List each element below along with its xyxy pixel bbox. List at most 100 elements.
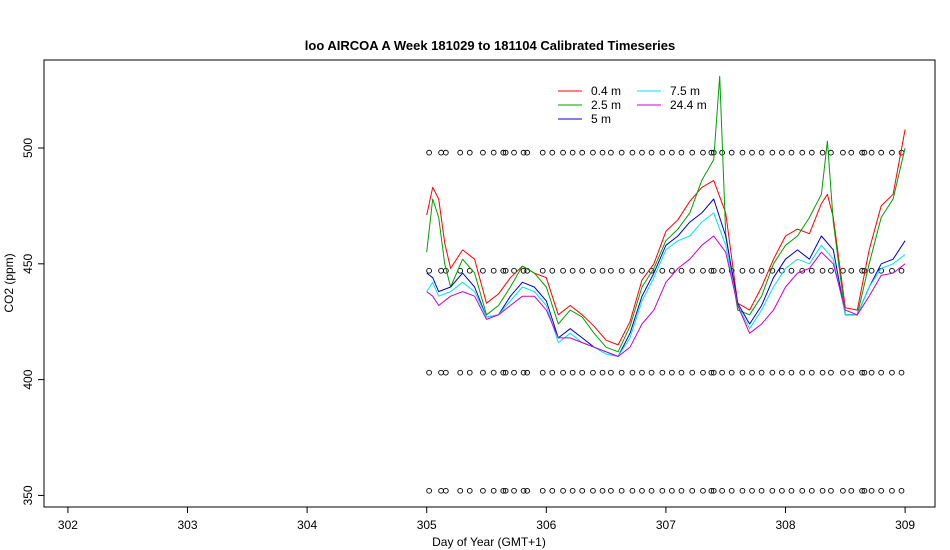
calibration-marker: [539, 369, 546, 376]
calibration-marker: [898, 267, 905, 274]
calibration-marker: [861, 369, 868, 376]
calibration-marker: [749, 487, 755, 494]
calibration-marker: [689, 369, 696, 376]
calibration-marker: [828, 487, 834, 494]
calibration-marker: [618, 149, 625, 156]
calibration-marker: [549, 149, 556, 156]
calibration-marker: [590, 149, 596, 156]
calibration-marker: [848, 487, 855, 494]
calibration-marker: [779, 149, 785, 156]
calibration-marker: [590, 267, 596, 274]
calibration-marker: [758, 369, 765, 376]
calibration-marker: [749, 369, 755, 376]
calibration-marker: [579, 487, 586, 494]
calibration-marker: [868, 149, 875, 156]
calibration-marker: [457, 149, 464, 156]
calibration-marker: [859, 149, 865, 156]
calibration-marker: [608, 149, 614, 156]
calibration-marker: [728, 487, 735, 494]
calibration-marker: [889, 487, 895, 494]
calibration-marker: [739, 267, 746, 274]
calibration-marker: [520, 149, 527, 156]
y-tick-label: 350: [21, 485, 35, 505]
series-line-2-5-m: [426, 75, 906, 353]
calibration-marker: [648, 149, 655, 156]
calibration-marker: [659, 369, 666, 376]
calibration-marker: [689, 267, 696, 274]
y-tick-label: 450: [21, 253, 35, 273]
calibration-marker: [579, 369, 586, 376]
calibration-marker: [629, 487, 636, 494]
calibration-marker: [799, 487, 806, 494]
calibration-marker: [739, 487, 746, 494]
calibration-marker: [689, 487, 696, 494]
calibration-marker: [719, 369, 725, 376]
calibration-marker: [639, 267, 645, 274]
calibration-marker: [689, 149, 696, 156]
calibration-marker: [502, 487, 509, 494]
calibration-marker: [710, 267, 717, 274]
calibration-marker: [669, 487, 675, 494]
calibration-marker: [819, 487, 826, 494]
calibration-marker: [639, 369, 645, 376]
calibration-marker: [828, 149, 834, 156]
legend-label: 24.4 m: [670, 98, 707, 112]
calibration-marker: [502, 149, 509, 156]
calibration-marker: [669, 267, 675, 274]
calibration-marker: [560, 267, 566, 274]
calibration-marker: [788, 267, 795, 274]
calibration-marker: [769, 487, 776, 494]
calibration-marker: [799, 369, 806, 376]
calibration-marker: [669, 369, 675, 376]
calibration-marker: [779, 369, 785, 376]
calibration-marker: [599, 487, 606, 494]
calibration-marker: [758, 487, 765, 494]
calibration-marker: [700, 149, 706, 156]
calibration-marker: [560, 369, 566, 376]
legend: 0.4 m2.5 m5 m 7.5 m24.4 m: [558, 84, 707, 126]
calibration-marker: [898, 487, 905, 494]
calibration-marker: [788, 487, 795, 494]
series-line-7-5-m: [426, 212, 906, 357]
calibration-marker: [700, 487, 706, 494]
calibration-marker: [659, 267, 666, 274]
calibration-marker: [889, 149, 895, 156]
calibration-marker: [769, 369, 776, 376]
y-tick-label: 500: [21, 138, 35, 158]
calibration-marker: [819, 267, 826, 274]
calibration-marker: [480, 149, 486, 156]
calibration-marker: [799, 149, 806, 156]
calibration-marker: [426, 487, 432, 494]
calibration-marker: [788, 149, 795, 156]
calibration-marker: [678, 149, 685, 156]
calibration-marker: [511, 149, 517, 156]
calibration-marker: [511, 369, 517, 376]
calibration-marker: [539, 149, 546, 156]
calibration-marker: [848, 149, 855, 156]
calibration-marker: [500, 487, 507, 494]
legend-label: 2.5 m: [591, 98, 621, 112]
calibration-marker: [524, 369, 531, 376]
calibration-marker: [599, 149, 606, 156]
plot-frame: [43, 59, 936, 508]
calibration-marker: [808, 267, 815, 274]
calibration-marker: [438, 369, 444, 376]
calibration-marker: [639, 149, 645, 156]
calibration-markers: [426, 149, 905, 494]
calibration-marker: [758, 267, 765, 274]
y-axis: 350 400 450 500: [21, 138, 44, 505]
calibration-marker: [828, 369, 834, 376]
calibration-marker: [629, 267, 636, 274]
calibration-marker: [524, 487, 531, 494]
x-tick-label: 302: [58, 518, 78, 532]
calibration-marker: [659, 149, 666, 156]
calibration-marker: [590, 487, 596, 494]
calibration-marker: [466, 487, 473, 494]
calibration-marker: [859, 267, 865, 274]
legend-label: 7.5 m: [670, 84, 700, 98]
calibration-marker: [608, 487, 614, 494]
calibration-marker: [539, 487, 546, 494]
calibration-marker: [868, 487, 875, 494]
calibration-marker: [549, 487, 556, 494]
